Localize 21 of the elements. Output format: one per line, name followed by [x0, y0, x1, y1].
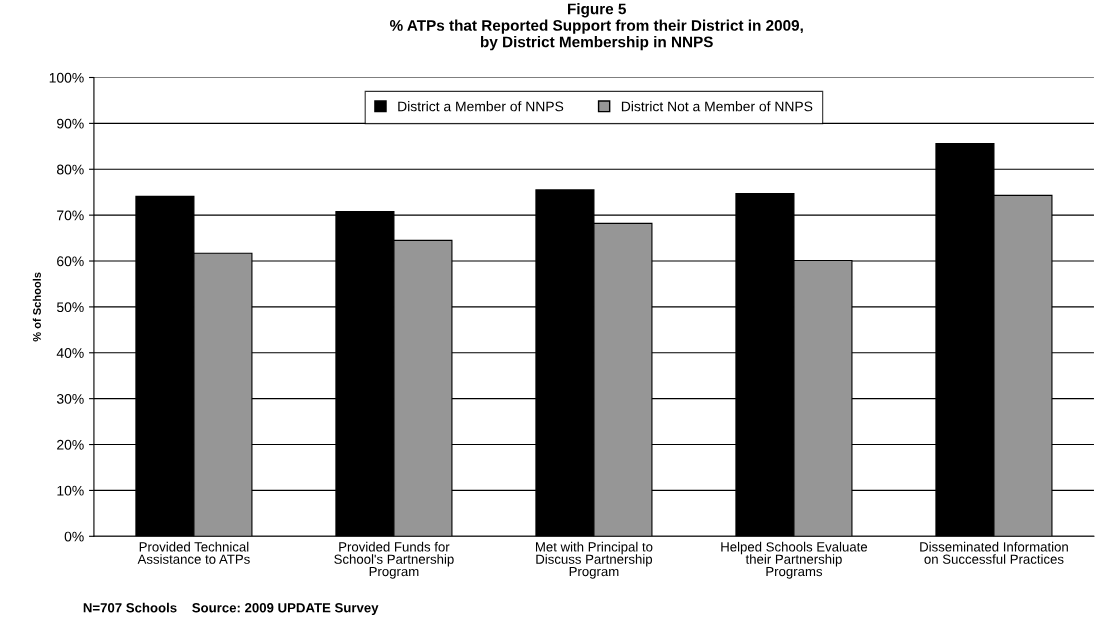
y-tick-label: 20%: [57, 439, 84, 450]
chart-title: Figure 5 % ATPs that Reported Support from their District in 2009, by District Membership in NNPS: [389, 3, 803, 51]
y-tick-label: 60%: [57, 256, 84, 267]
x-tick-label: Met with Principal to Discuss Partnership Program: [535, 541, 653, 579]
x-tick-label: Helped Schools Evaluate their Partnership Programs: [721, 541, 868, 579]
legend-label: District Not a Member of NNPS: [621, 101, 813, 112]
y-tick-label: 0%: [64, 531, 84, 542]
x-tick-label: Disseminated Information on Successful Practices: [920, 541, 1068, 564]
y-tick-label: 80%: [57, 164, 84, 175]
y-axis-title: % of Schools: [32, 272, 41, 342]
y-tick-label: 30%: [56, 393, 84, 404]
y-tick-label: 70%: [57, 210, 84, 221]
text: N=707 Schools Source: 2009 UPDATE Survey: [83, 602, 379, 616]
x-tick-label: Provided Funds for School's Partnership Program: [334, 541, 454, 579]
y-tick-label: 100%: [49, 72, 84, 83]
y-tick-label: 40%: [56, 348, 84, 358]
y-tick-label: 50%: [56, 302, 84, 313]
x-tick-label: Provided Technical Assistance to ATPs: [137, 541, 250, 564]
y-tick-label: 10%: [57, 485, 84, 496]
legend-label: District a Member of NNPS: [398, 101, 564, 112]
y-tick-label: 90%: [57, 118, 84, 129]
